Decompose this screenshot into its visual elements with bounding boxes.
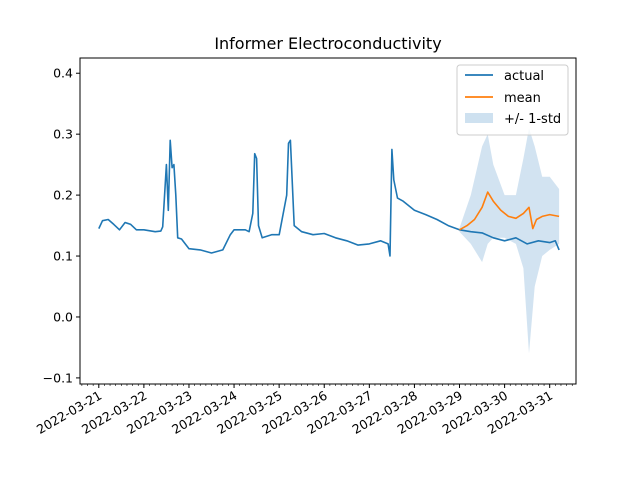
series-mean-line [459,191,560,231]
series-actual-line [98,139,560,257]
legend-band-label: +/- 1-std [504,112,561,127]
y-tick-label: 0.2 [53,188,73,203]
y-tick-label: 0.0 [53,309,73,324]
legend-mean-label: mean [504,91,541,106]
band-layer [459,128,560,354]
plot-frame [79,57,577,385]
y-tick-label: −0.1 [43,370,73,385]
y-tick-label: 0.3 [53,127,73,142]
y-axis: −0.1 0.0 0.1 0.2 0.3 0.4 [43,66,80,385]
y-tick-label: 0.4 [53,66,73,81]
legend-actual-label: actual [504,69,544,84]
std-band [459,128,560,354]
legend-band-swatch [465,113,493,123]
legend: actual mean +/- 1-std [456,64,569,136]
series-layer [98,139,560,257]
chart-title: Informer Electroconductivity [214,34,441,53]
y-tick-label: 0.1 [53,249,73,264]
